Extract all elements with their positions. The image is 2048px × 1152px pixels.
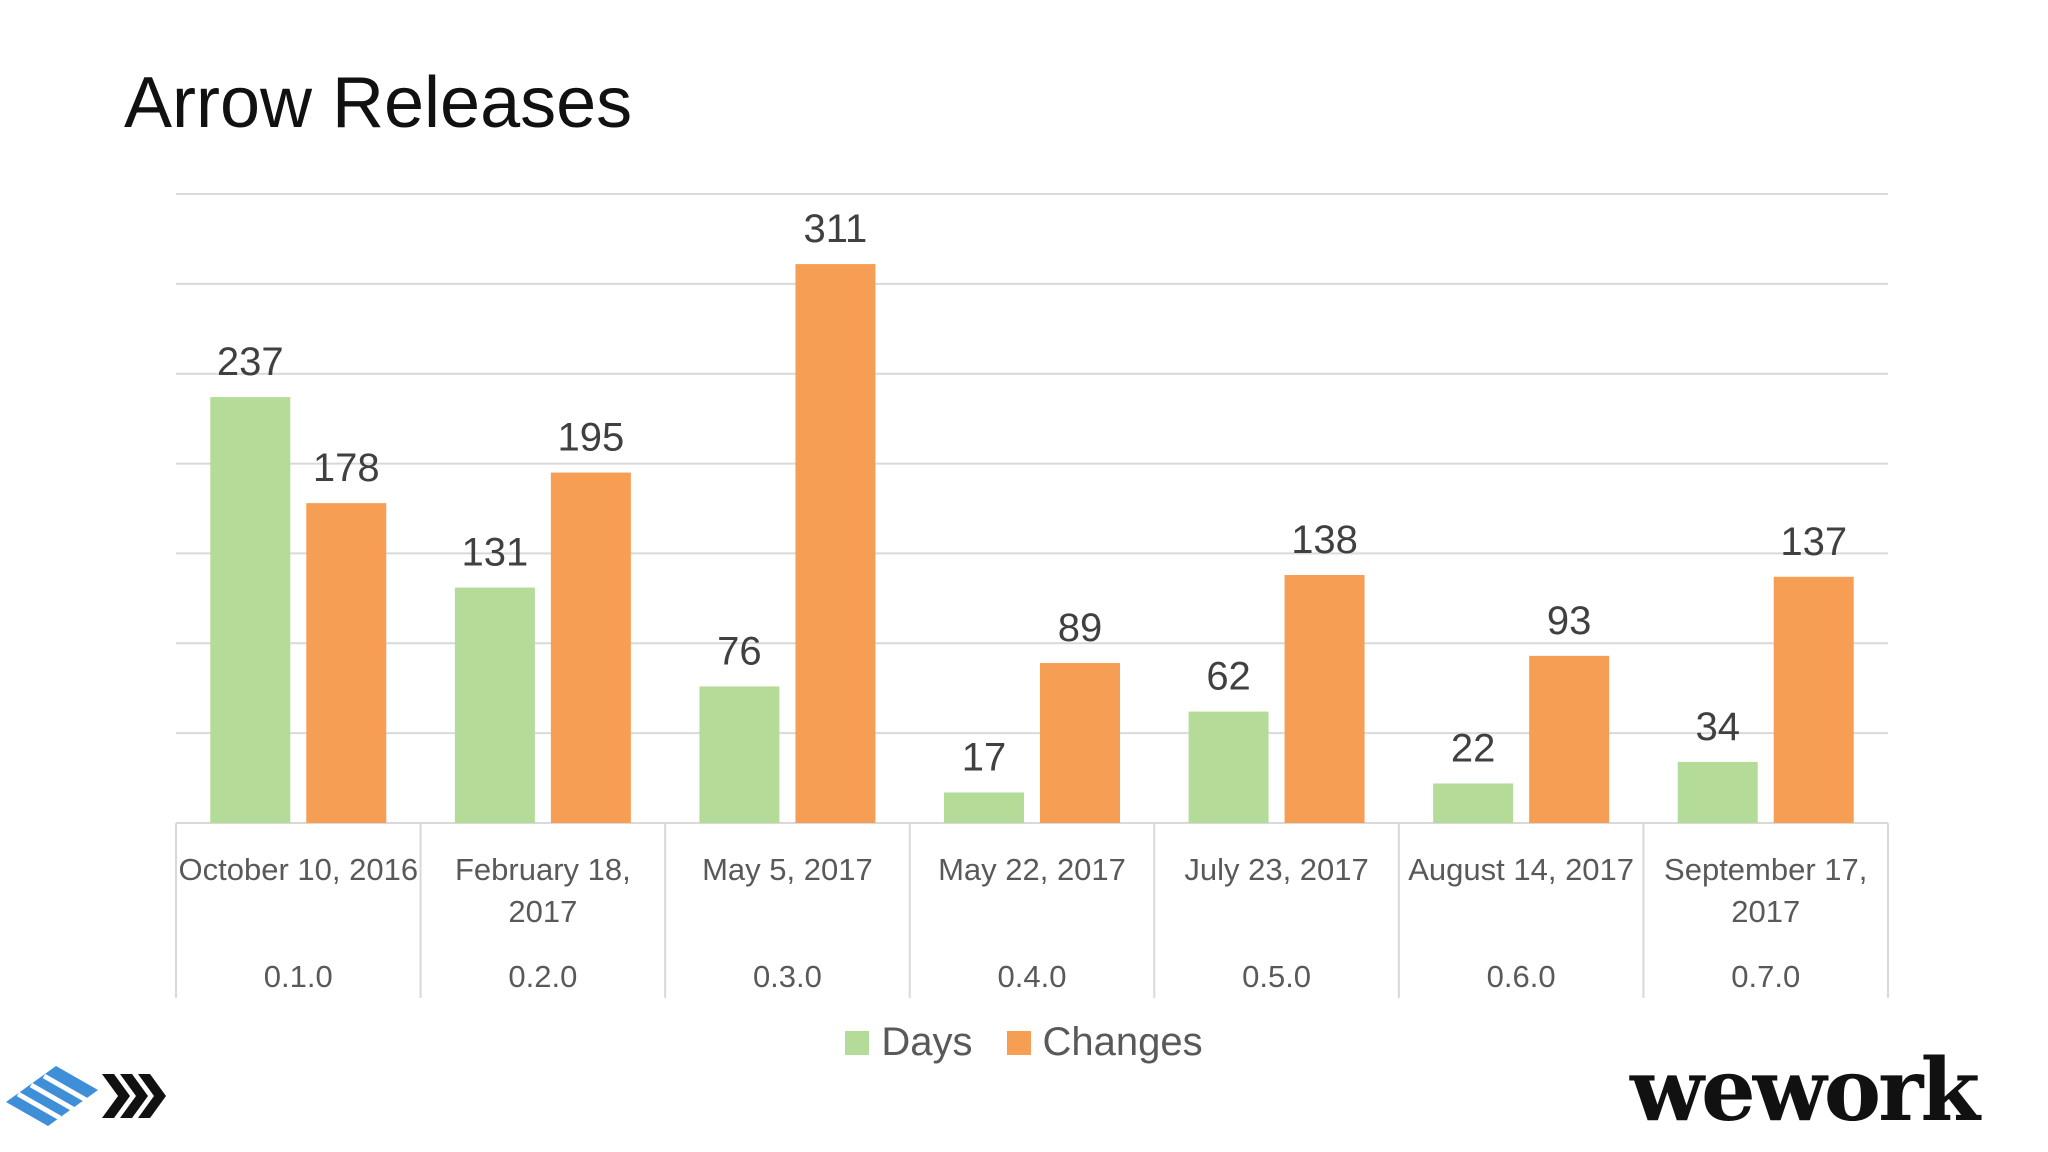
data-label-days-4: 62 (1206, 655, 1251, 699)
legend-item-changes: Changes (1006, 1020, 1203, 1065)
x-tick-label-date: 2017 (1731, 894, 1800, 929)
bar-days-6 (1677, 761, 1758, 823)
bar-changes-5 (1529, 655, 1610, 823)
data-label-days-2: 76 (717, 629, 762, 673)
legend-swatch-days (845, 1030, 870, 1055)
legend-item-days: Days (845, 1020, 973, 1065)
data-label-days-0: 237 (217, 340, 284, 384)
bar-days-4 (1188, 711, 1269, 823)
x-tick-label-version: 0.1.0 (264, 959, 333, 994)
bar-changes-2 (795, 264, 876, 823)
x-tick-label-date: October 10, 2016 (179, 852, 419, 887)
x-tick-label-date: 2017 (508, 894, 577, 929)
bar-days-0 (210, 397, 291, 823)
x-tick-label-version: 0.6.0 (1487, 959, 1556, 994)
x-tick-label-version: 0.3.0 (753, 959, 822, 994)
x-tick-label-version: 0.2.0 (508, 959, 577, 994)
data-label-changes-6: 137 (1780, 520, 1847, 564)
bar-chart: 237 178 October 10, 2016 0.1.0 131 195 Februar… (175, 193, 1889, 998)
chart-legend: Days Changes (0, 1020, 2048, 1065)
x-tick-label-date: May 22, 2017 (938, 852, 1126, 887)
wework-logo: wework (1630, 1040, 1980, 1141)
x-tick-label-version: 0.7.0 (1731, 959, 1800, 994)
data-label-days-1: 131 (461, 531, 528, 575)
data-label-changes-1: 195 (557, 416, 624, 460)
bar-changes-3 (1040, 663, 1120, 823)
x-tick-label-version: 0.4.0 (998, 959, 1067, 994)
data-label-days-6: 34 (1695, 705, 1740, 749)
x-tick-label-date: August 14, 2017 (1408, 852, 1634, 887)
bar-changes-6 (1773, 576, 1854, 823)
legend-label-changes: Changes (1042, 1020, 1203, 1064)
x-tick-label-date: February 18, (455, 852, 631, 887)
legend-swatch-changes (1006, 1030, 1031, 1055)
data-label-days-5: 22 (1451, 726, 1496, 770)
bar-days-1 (454, 587, 535, 823)
bar-changes-4 (1284, 574, 1365, 823)
data-label-changes-5: 93 (1547, 599, 1592, 643)
bar-changes-0 (306, 503, 387, 823)
x-tick-label-date: July 23, 2017 (1184, 852, 1368, 887)
data-label-days-3: 17 (962, 735, 1007, 779)
arrow-logo-icon (6, 1066, 166, 1126)
x-tick-label-date: September 17, (1664, 852, 1867, 887)
bar-days-2 (699, 686, 780, 823)
slide-title: Arrow Releases (124, 63, 633, 143)
bar-changes-1 (550, 472, 631, 823)
x-tick-label-version: 0.5.0 (1242, 959, 1311, 994)
x-tick-label-date: May 5, 2017 (702, 852, 873, 887)
data-label-changes-0: 178 (313, 446, 380, 490)
data-label-changes-3: 89 (1058, 606, 1103, 650)
data-label-changes-4: 138 (1291, 518, 1358, 562)
legend-label-days: Days (881, 1020, 973, 1064)
data-label-changes-2: 311 (804, 207, 868, 251)
bar-days-3 (944, 792, 1024, 823)
bar-days-5 (1433, 783, 1514, 823)
